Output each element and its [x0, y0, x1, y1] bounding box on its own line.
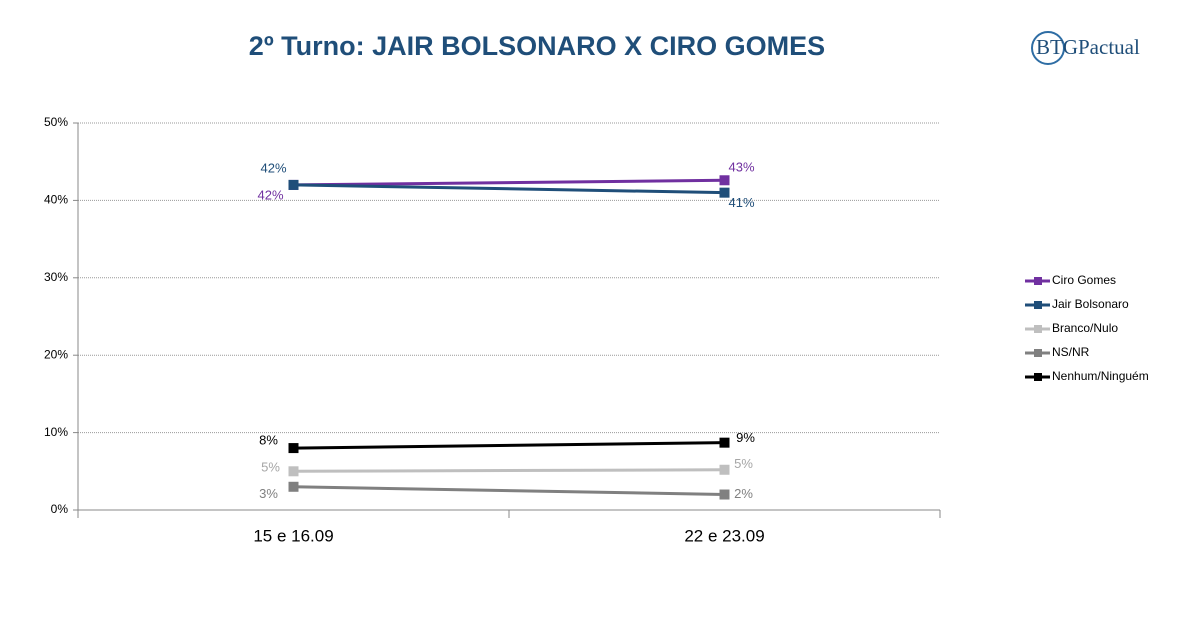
data-label: 8% — [259, 433, 278, 448]
legend-item: Jair Bolsonaro — [1025, 297, 1129, 311]
x-tick-label: 15 e 16.09 — [253, 526, 333, 545]
point — [288, 179, 299, 190]
legend-label: Ciro Gomes — [1052, 273, 1116, 287]
legend-item: Nenhum/Ninguém — [1025, 369, 1149, 383]
logo: BTGPactual — [1031, 31, 1140, 65]
legend-marker — [1034, 325, 1042, 333]
data-label: 41% — [728, 195, 754, 210]
legend-label: NS/NR — [1052, 345, 1090, 359]
point — [288, 481, 299, 492]
y-tick-label: 40% — [44, 193, 68, 207]
legend-label: Jair Bolsonaro — [1052, 297, 1129, 311]
point — [719, 187, 730, 198]
data-label: 42% — [260, 160, 286, 175]
legend-marker — [1034, 277, 1042, 285]
series: 42% 41% — [260, 160, 754, 210]
data-label: 3% — [259, 486, 278, 501]
series-line — [293, 485, 725, 497]
x-tick-label: 22 e 23.09 — [684, 526, 764, 545]
logo-text: BTGPactual — [1036, 35, 1140, 59]
y-tick-label: 30% — [44, 270, 68, 284]
data-label: 42% — [257, 187, 283, 202]
legend-label: Nenhum/Ninguém — [1052, 369, 1149, 383]
data-label: 9% — [736, 430, 755, 445]
series-line — [293, 468, 725, 473]
y-tick-label: 10% — [44, 425, 68, 439]
legend-item: NS/NR — [1025, 345, 1090, 359]
y-tick-label: 50% — [44, 115, 68, 129]
y-tick-label: 20% — [44, 347, 68, 361]
chart-title: 2º Turno: JAIR BOLSONARO X CIRO GOMES — [249, 31, 825, 61]
series: 8% 9% — [259, 430, 755, 454]
data-label: 2% — [734, 486, 753, 501]
series-line — [293, 178, 725, 187]
legend-label: Branco/Nulo — [1052, 321, 1118, 335]
y-tick-label: 0% — [51, 502, 69, 516]
series: 3% 2% — [259, 481, 753, 501]
data-label: 5% — [261, 460, 280, 475]
data-label: 5% — [734, 456, 753, 471]
series: 5% 5% — [261, 456, 753, 477]
point — [719, 489, 730, 500]
point — [719, 437, 730, 448]
point — [719, 175, 730, 186]
point — [719, 464, 730, 475]
data-label: 43% — [728, 160, 754, 175]
logo-mark — [1031, 31, 1065, 65]
legend-item: Ciro Gomes — [1025, 273, 1116, 287]
point — [288, 443, 299, 454]
point — [288, 466, 299, 477]
legend-marker — [1034, 349, 1042, 357]
series-line — [293, 183, 725, 195]
legend-marker — [1034, 373, 1042, 381]
legend-item: Branco/Nulo — [1025, 321, 1118, 335]
legend-marker — [1034, 301, 1042, 309]
series-line — [293, 441, 725, 450]
